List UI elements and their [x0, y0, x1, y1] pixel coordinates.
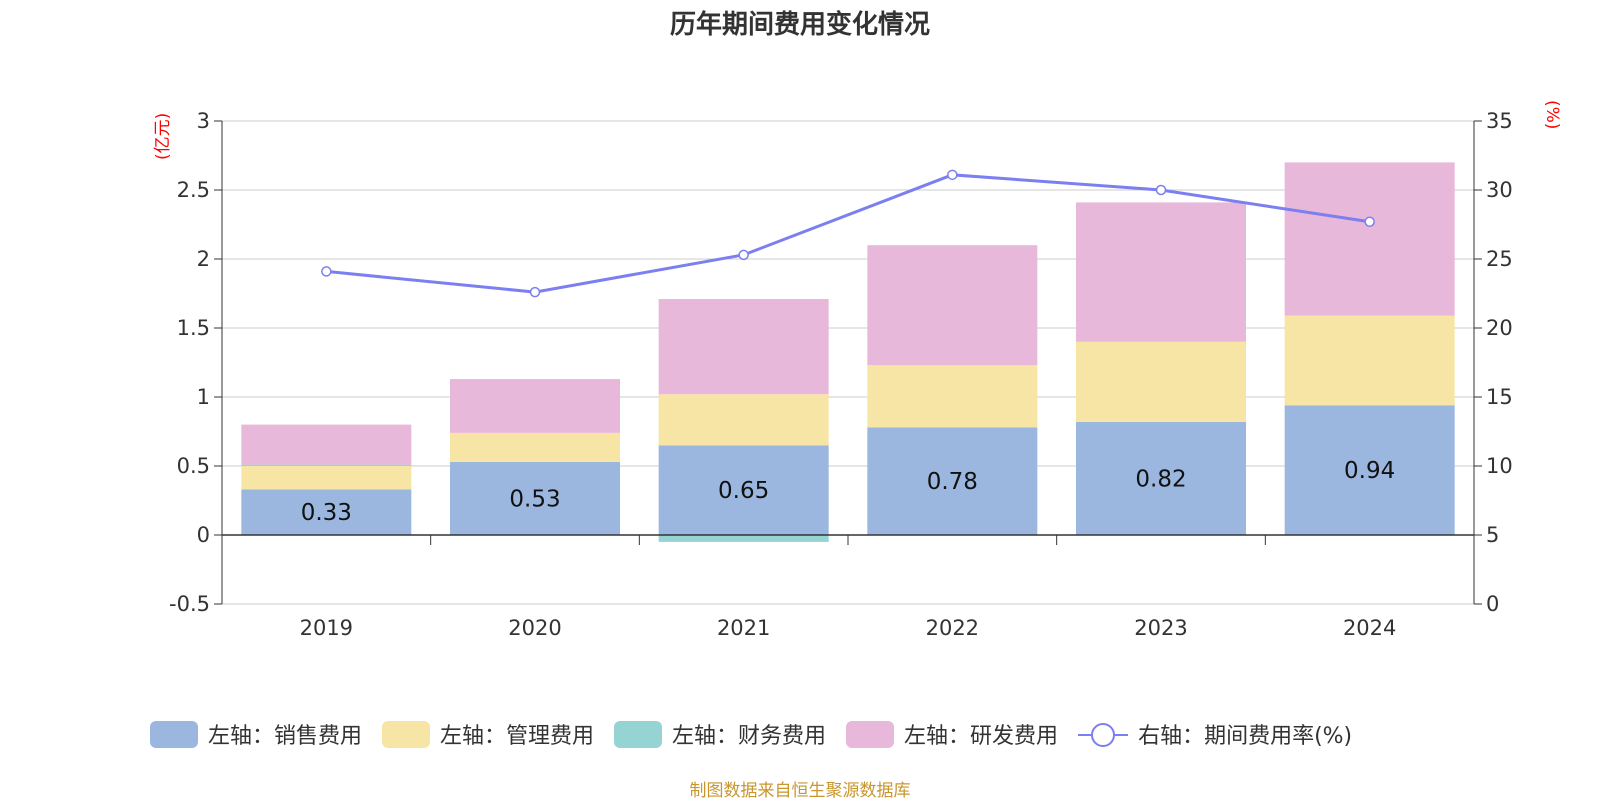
bar-admin: [241, 466, 412, 490]
right-tick-label: 10: [1486, 454, 1513, 478]
legend-swatch-rnd: [846, 720, 895, 748]
legend-swatch-admin: [382, 720, 431, 748]
bar-admin: [867, 365, 1038, 428]
bar-admin: [658, 394, 829, 446]
right-tick-label: 25: [1486, 247, 1513, 271]
bar-sales: [867, 427, 1038, 535]
legend-item-rnd[interactable]: 左轴：研发费用: [846, 718, 1058, 750]
legend-label-rnd: 左轴：研发费用: [904, 724, 1059, 749]
data-label: 0.78: [927, 469, 978, 495]
legend-label-rate: 右轴：期间费用率(%): [1138, 724, 1353, 749]
x-tick-label: 2024: [1343, 616, 1396, 640]
legend-swatch-finance: [614, 720, 663, 748]
chart-title: 历年期间费用变化情况: [669, 10, 930, 40]
legend-swatch-sales: [150, 720, 198, 748]
left-tick-label: 1: [197, 385, 210, 409]
left-tick-label: 0.5: [177, 454, 210, 478]
legend-label-finance: 左轴：财务费用: [672, 724, 827, 749]
data-label: 0.33: [301, 500, 352, 526]
rate-line: [326, 173, 1370, 294]
data-label: 0.53: [509, 486, 560, 512]
bar-finance: [241, 464, 412, 466]
x-tick-label: 2023: [1134, 616, 1187, 640]
right-tick-label: 0: [1486, 592, 1499, 616]
data-label: 0.82: [1135, 466, 1186, 492]
bar-sales: [1076, 421, 1246, 535]
data-label: 0.65: [718, 478, 769, 504]
left-tick-label: 1.5: [177, 316, 210, 340]
left-tick-label: -0.5: [169, 592, 210, 616]
data-label: 0.94: [1344, 458, 1395, 484]
left-tick-label: 0: [197, 523, 210, 547]
x-tick-label: 2019: [300, 616, 353, 640]
right-tick-label: 20: [1486, 316, 1513, 340]
rate-point: [947, 169, 958, 181]
right-tick-label: 5: [1486, 523, 1499, 547]
rate-point: [529, 286, 541, 298]
bar-finance: [658, 535, 829, 542]
bar-admin: [1076, 341, 1246, 422]
right-tick-label: 35: [1486, 109, 1513, 133]
bar-rnd: [241, 424, 412, 465]
bar-sales: [1284, 405, 1455, 535]
x-tick-label: 2022: [926, 616, 979, 640]
legend-line-marker-icon: [1078, 721, 1129, 748]
rate-point: [1155, 184, 1167, 196]
legend-label-sales: 左轴：销售费用: [208, 724, 363, 749]
bar-rnd: [658, 299, 829, 395]
bar-admin: [1284, 315, 1455, 406]
rate-point: [321, 266, 332, 277]
bar-rnd: [450, 379, 620, 433]
x-tick-label: 2021: [717, 616, 770, 640]
legend-item-finance[interactable]: 左轴：财务费用: [614, 718, 826, 750]
bar-rnd: [867, 245, 1038, 366]
bar-sales: [658, 445, 829, 535]
bar-rnd: [1284, 162, 1455, 316]
rate-point: [738, 249, 749, 261]
legend-item-sales[interactable]: 左轴：销售费用: [150, 718, 362, 750]
x-tick-label: 2020: [508, 616, 561, 640]
legend: 左轴：销售费用 左轴：管理费用 左轴：财务费用 左轴：研发费用 右轴：期间费用率…: [150, 718, 1372, 750]
plot-area: 3 2.5 2 1.5 1 0.5 0 -0.5 35 30 25 20 15 10 5 0 2019 2020 2…: [169, 109, 1513, 640]
data-source-note: 制图数据来自恒生聚源数据库: [689, 781, 911, 801]
legend-item-admin[interactable]: 左轴：管理费用: [382, 718, 594, 750]
bar-sales: [450, 461, 620, 535]
right-tick-label: 15: [1486, 385, 1513, 409]
left-tick-label: 2.5: [177, 178, 210, 202]
left-tick-label: 3: [197, 109, 210, 133]
bar-sales: [241, 489, 412, 535]
legend-label-admin: 左轴：管理费用: [440, 724, 595, 749]
legend-item-rate[interactable]: 右轴：期间费用率(%): [1078, 718, 1352, 750]
left-tick-label: 2: [197, 247, 210, 271]
bar-rnd: [1076, 202, 1246, 342]
bar-admin: [450, 432, 620, 462]
right-tick-label: 30: [1486, 178, 1513, 202]
rate-point: [1364, 216, 1375, 227]
